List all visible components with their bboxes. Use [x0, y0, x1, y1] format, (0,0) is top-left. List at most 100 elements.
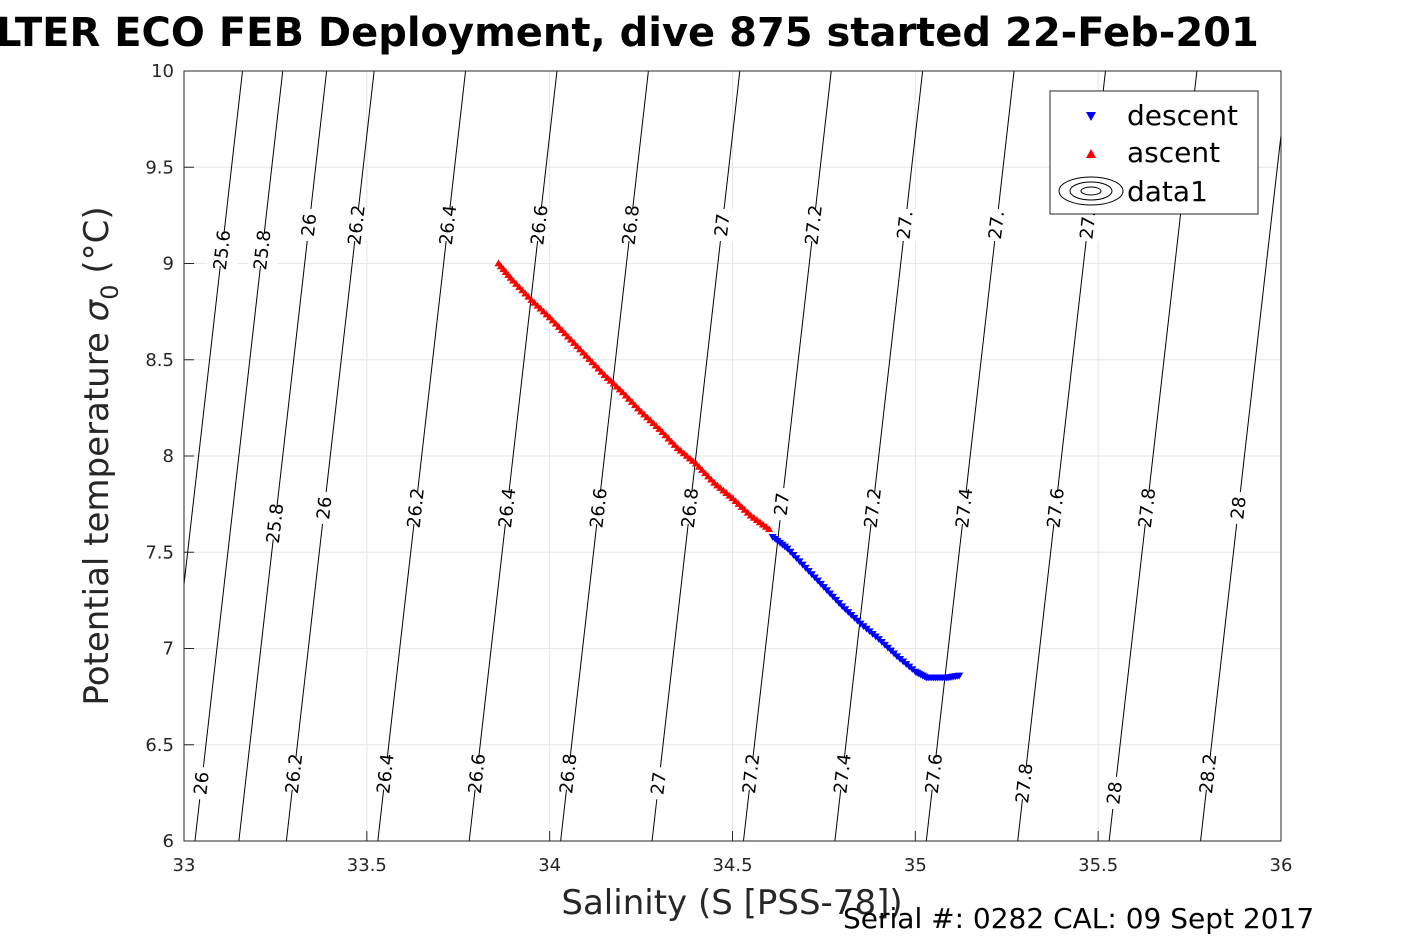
contour-label: 27.2 [801, 204, 826, 246]
legend-descent-label: descent [1127, 99, 1238, 132]
isopycnal-line [468, 71, 558, 841]
isopycnal-line [742, 71, 832, 841]
contour-label-gap [341, 209, 372, 241]
contour-label-gap [186, 767, 217, 800]
y-tick-label: 6.5 [145, 735, 174, 756]
contour-label-gap [890, 209, 921, 241]
legend: descent ascent data1 [1049, 90, 1259, 215]
contour-label-gap [433, 209, 464, 241]
contour-label-gap [675, 491, 706, 524]
contour-label: 26.8 [678, 487, 703, 529]
ascent-point [765, 525, 774, 532]
contour-label-gap [247, 234, 278, 267]
contour-label: 26 [190, 771, 213, 796]
contour-label-gap [857, 491, 888, 524]
contour-label-gap [370, 757, 401, 790]
contour-label-gap [207, 234, 238, 267]
x-axis-title: Salinity (S [PSS-78]) [561, 883, 902, 923]
y-tick-label: 10 [151, 61, 174, 82]
isopycnal-line [834, 71, 924, 841]
contour-label: 28.2 [1196, 753, 1221, 795]
contour-label-gap [524, 209, 555, 241]
contour-label-gap [492, 491, 523, 524]
legend-descent-marker [1086, 112, 1096, 121]
legend-box [1049, 90, 1259, 215]
y-axis-title-symbol: σ [77, 298, 117, 321]
contour-label: 26.8 [619, 204, 644, 246]
x-tick-label: 33 [173, 855, 196, 876]
x-tick-label: 35 [904, 855, 927, 876]
contour-label: 26.8 [556, 753, 581, 795]
contour-label-gap [707, 209, 738, 241]
contour-label: 27 [711, 212, 734, 237]
y-tick-label: 9 [163, 254, 174, 275]
y-tick-label: 8 [163, 446, 174, 467]
contour-label-gap [553, 757, 584, 790]
y-tick-label: 7 [163, 639, 174, 660]
contour-label-gap [294, 209, 325, 241]
contour-label: 26.2 [404, 487, 429, 529]
contour-label-gap [260, 507, 291, 540]
density-contour-labels: 25.6 25.8 26 26 25.8 26.2 26 26.2 26.4 26.2 26.4 26… [186, 204, 1254, 809]
contour-label: 26.6 [586, 487, 611, 529]
contour-label-gap [981, 209, 1012, 241]
contour-label: 26.4 [436, 204, 461, 246]
chart-title: LTER ECO FEB Deployment, dive 875 starte… [0, 10, 1259, 56]
isopycnal-line [238, 71, 328, 841]
contour-label-gap [583, 491, 614, 524]
contour-label-gap [1009, 767, 1040, 800]
contour-label: 28 [1227, 495, 1250, 520]
isopycnal-line [925, 71, 1015, 841]
contour-label-gap [736, 757, 767, 790]
contour-label: 26.6 [465, 753, 490, 795]
contour-label: 26.2 [282, 753, 307, 795]
y-tick-label: 7.5 [145, 542, 174, 563]
y-axis-title: Potential temperature σ0 (°C) [77, 206, 124, 705]
contour-label-gap [949, 491, 980, 524]
x-tick-label: 34 [538, 855, 561, 876]
descent-point [955, 672, 964, 680]
contour-label-gap [827, 757, 858, 790]
contour-label: 26.6 [527, 204, 552, 246]
contour-label-gap [1099, 776, 1130, 809]
legend-ascent-label: ascent [1127, 136, 1220, 169]
isopycnal-line [377, 71, 467, 841]
isopycnal-line [194, 71, 284, 841]
contour-label-gap [279, 757, 310, 790]
y-axis-title-main: Potential temperature [77, 321, 117, 705]
contour-label-gap [918, 757, 949, 790]
y-tick-label: 8.5 [145, 350, 174, 371]
contour-label: 26.4 [373, 753, 398, 795]
contour-label-gap [400, 491, 431, 524]
contour-label: 27.8 [1135, 487, 1160, 529]
isopycnal-line [184, 71, 244, 589]
serial-cal-note: Serial #: 0282 CAL: 09 Sept 2017 [843, 902, 1314, 935]
contour-label: 25.6 [210, 229, 235, 271]
isopycnal-line [285, 71, 375, 841]
contour-label: 27.4 [952, 487, 977, 529]
contour-label-gap [1193, 757, 1224, 790]
legend-data1-label: data1 [1127, 175, 1208, 208]
contour-label: 26 [313, 495, 336, 520]
contour-label-gap [766, 488, 797, 521]
contour-label-gap [309, 491, 340, 524]
contour-label-gap [1223, 491, 1254, 524]
x-tick-label: 35.5 [1078, 855, 1118, 876]
contour-label: 27. [985, 210, 1009, 241]
contour-label-gap [1040, 491, 1071, 524]
contour-label: 27.8 [1012, 762, 1037, 804]
contour-label: 28 [1103, 780, 1126, 805]
contour-label: 27.4 [830, 753, 855, 795]
x-tick-label: 34.5 [712, 855, 752, 876]
contour-label: 27. [894, 210, 918, 241]
y-axis-title-unit: (°C) [77, 206, 117, 284]
isopycnal-line [560, 71, 649, 841]
contour-label: 27.6 [922, 753, 947, 795]
contour-label: 26.4 [495, 487, 520, 529]
contour-label-gap [461, 757, 492, 790]
contour-label: 26.2 [344, 204, 369, 246]
x-tick-label: 33.5 [347, 855, 387, 876]
contour-label-gap [1132, 491, 1163, 524]
y-axis-title-subscript: 0 [96, 284, 124, 299]
